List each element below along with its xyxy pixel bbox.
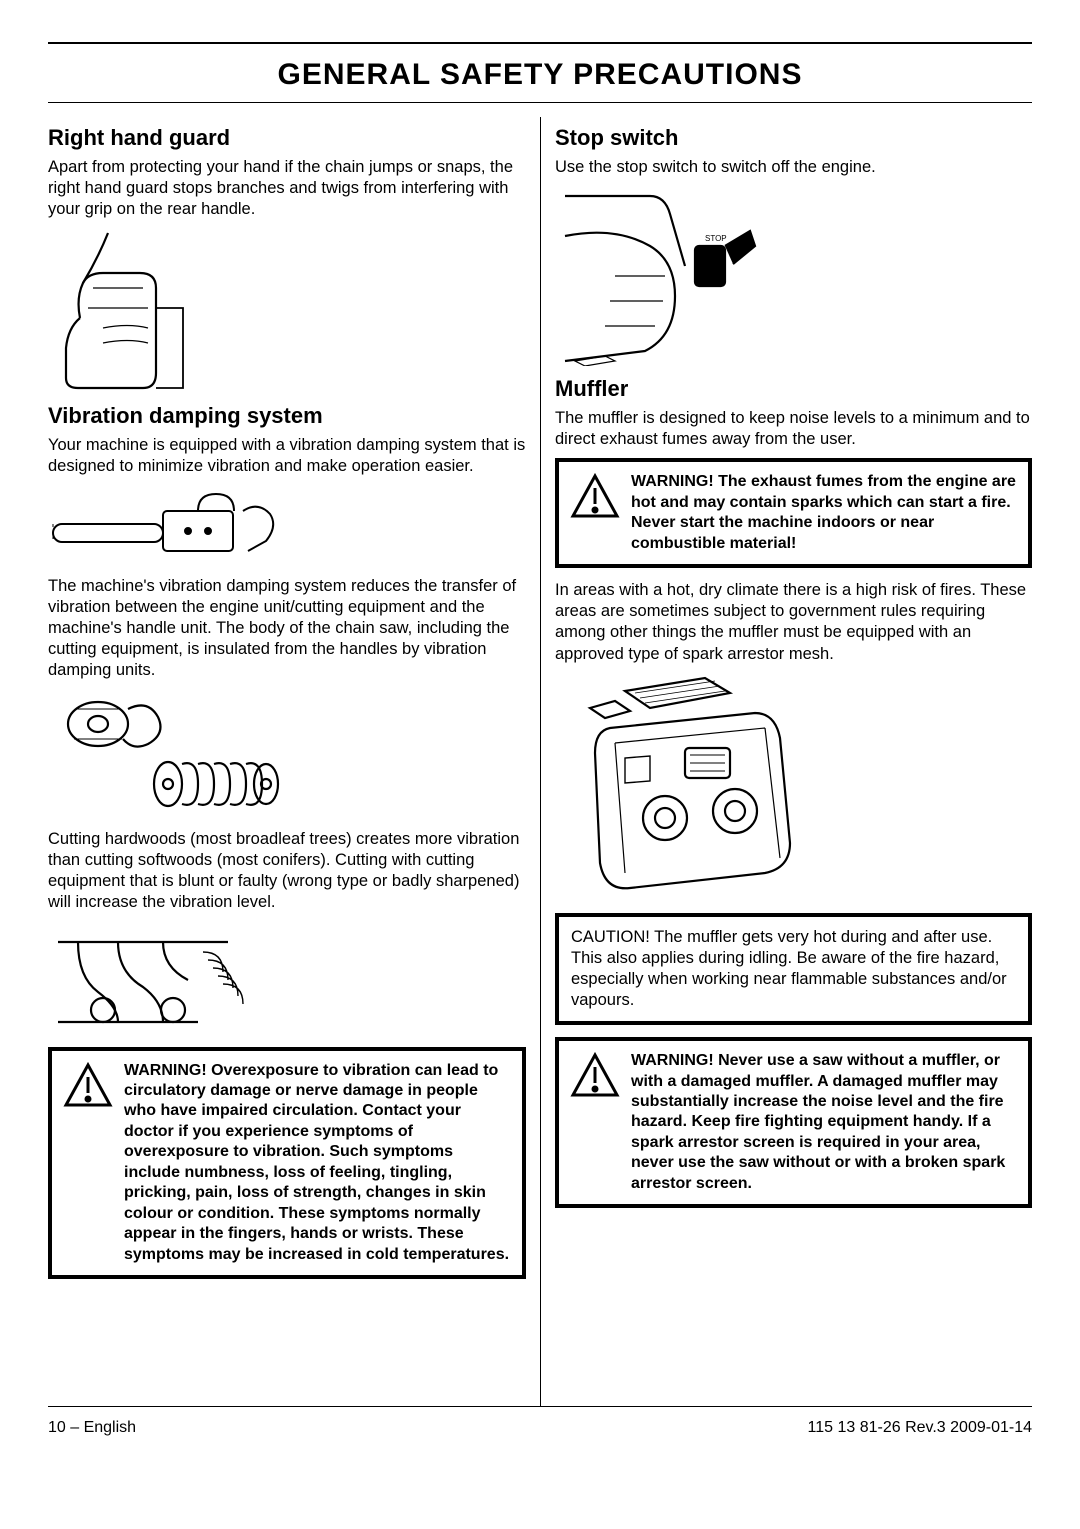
- svg-text:STOP: STOP: [705, 234, 727, 243]
- para-muffler-2: In areas with a hot, dry climate there i…: [555, 580, 1032, 664]
- heading-right-hand-guard: Right hand guard: [48, 125, 526, 151]
- page-title: GENERAL SAFETY PRECAUTIONS: [48, 50, 1032, 103]
- damper-spring-illustration: [48, 689, 288, 819]
- para-vib-2: The machine's vibration damping system r…: [48, 576, 526, 682]
- hand-guard-illustration: [48, 228, 208, 393]
- para-right-hand-guard: Apart from protecting your hand if the c…: [48, 157, 526, 220]
- para-vib-1: Your machine is equipped with a vibratio…: [48, 435, 526, 477]
- stop-switch-illustration: STOP: [555, 186, 785, 366]
- warning-box-vibration: WARNING! Overexposure to vibration can l…: [48, 1047, 526, 1280]
- right-column: Stop switch Use the stop switch to switc…: [540, 117, 1032, 1406]
- heading-muffler: Muffler: [555, 376, 1032, 402]
- chain-closeup-illustration: [48, 922, 278, 1037]
- para-vib-3: Cutting hardwoods (most broadleaf trees)…: [48, 829, 526, 913]
- warning-text-muffler-damaged: WARNING! Never use a saw without a muffl…: [631, 1051, 1016, 1194]
- chainsaw-illustration: [48, 486, 288, 566]
- page-footer: 10 – English 115 13 81-26 Rev.3 2009-01-…: [48, 1407, 1032, 1437]
- warning-box-exhaust: WARNING! The exhaust fumes from the engi…: [555, 458, 1032, 568]
- heading-vibration-damping: Vibration damping system: [48, 403, 526, 429]
- column-container: Right hand guard Apart from protecting y…: [48, 117, 1032, 1407]
- warning-triangle-icon: [569, 1051, 621, 1194]
- para-muffler-1: The muffler is designed to keep noise le…: [555, 408, 1032, 450]
- warning-text-exhaust: WARNING! The exhaust fumes from the engi…: [631, 472, 1016, 554]
- caution-box-muffler: CAUTION! The muffler gets very hot durin…: [555, 913, 1032, 1025]
- warning-triangle-icon: [569, 472, 621, 554]
- footer-left: 10 – English: [48, 1419, 136, 1437]
- footer-right: 115 13 81-26 Rev.3 2009-01-14: [808, 1419, 1032, 1437]
- warning-triangle-icon: [62, 1061, 114, 1266]
- top-rule: [48, 42, 1032, 44]
- muffler-illustration: [555, 673, 815, 903]
- para-stop-switch: Use the stop switch to switch off the en…: [555, 157, 1032, 178]
- left-column: Right hand guard Apart from protecting y…: [48, 117, 540, 1406]
- heading-stop-switch: Stop switch: [555, 125, 1032, 151]
- warning-box-muffler-damaged: WARNING! Never use a saw without a muffl…: [555, 1037, 1032, 1208]
- warning-text-vibration: WARNING! Overexposure to vibration can l…: [124, 1061, 510, 1266]
